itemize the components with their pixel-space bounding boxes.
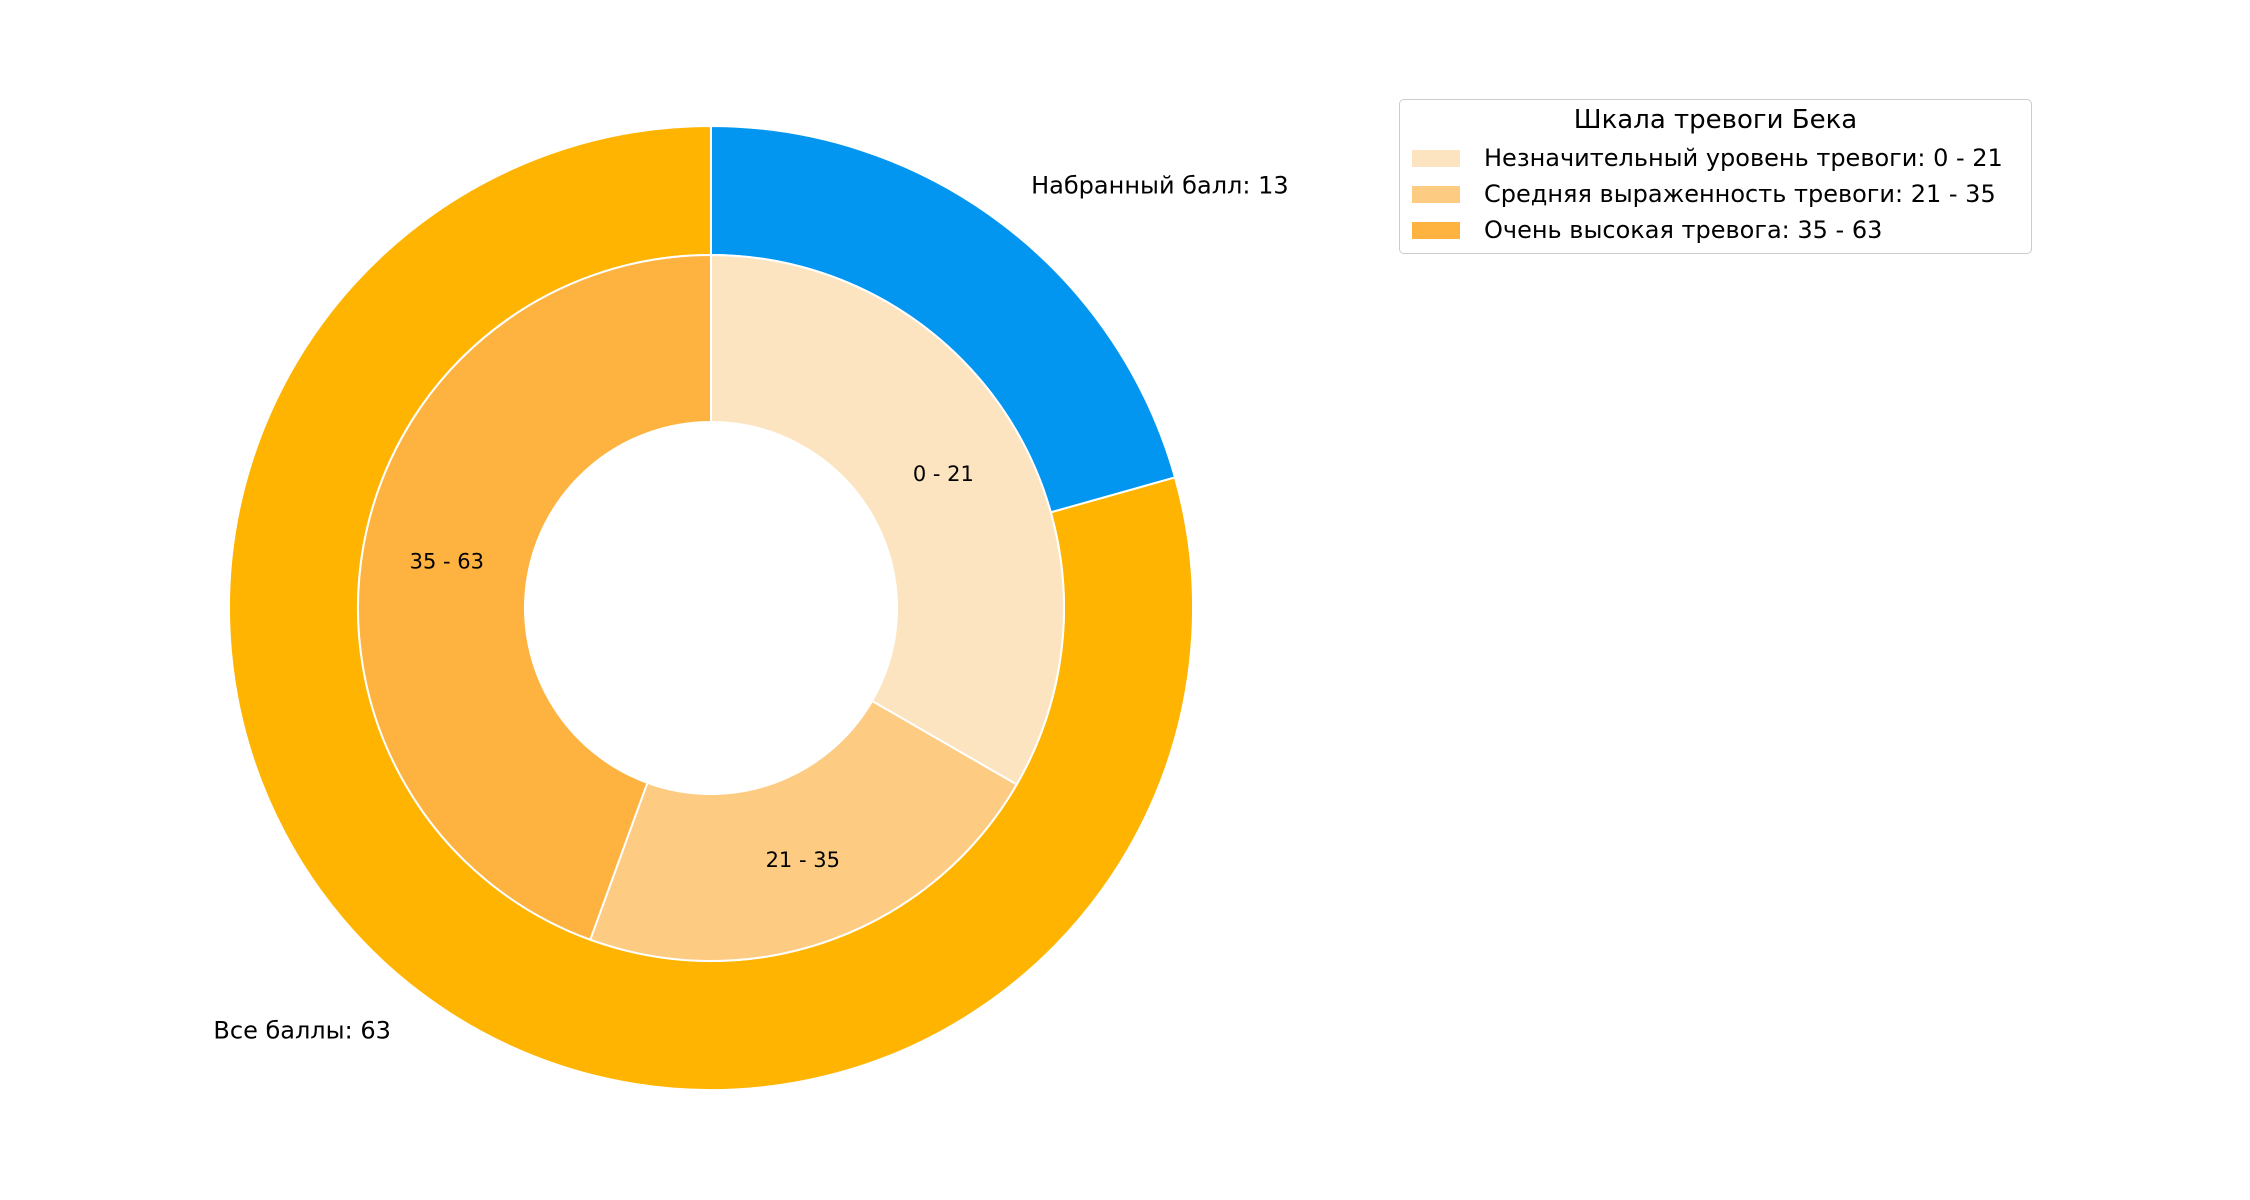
- inner-label-21-35: 21 - 35: [766, 848, 840, 872]
- legend-label-high: Очень высокая тревога: 35 - 63: [1484, 216, 1883, 244]
- inner-label-0-21: 0 - 21: [913, 462, 974, 486]
- legend-item-medium: Средняя выраженность тревоги: 21 - 35: [1412, 178, 1996, 210]
- legend-label-medium: Средняя выраженность тревоги: 21 - 35: [1484, 180, 1996, 208]
- outer-label-total: Все баллы: 63: [213, 1017, 390, 1045]
- legend-swatch-low: [1412, 149, 1460, 167]
- legend: Шкала тревоги Бека Незначительный уровен…: [1399, 99, 2032, 254]
- legend-item-low: Незначительный уровень тревоги: 0 - 21: [1412, 142, 2003, 174]
- inner-slice-0-21: [710, 254, 1066, 786]
- inner-slice-21-35: [589, 700, 1018, 963]
- inner-slice-35-63: [357, 254, 712, 941]
- legend-title: Шкала тревоги Бека: [1573, 105, 1858, 135]
- legend-swatch-medium: [1412, 185, 1460, 203]
- legend-label-low: Незначительный уровень тревоги: 0 - 21: [1484, 144, 2003, 172]
- outer-label-score: Набранный балл: 13: [1031, 171, 1289, 199]
- legend-swatch-high: [1412, 221, 1460, 239]
- legend-item-high: Очень высокая тревога: 35 - 63: [1412, 214, 1882, 246]
- inner-label-35-63: 35 - 63: [410, 549, 484, 573]
